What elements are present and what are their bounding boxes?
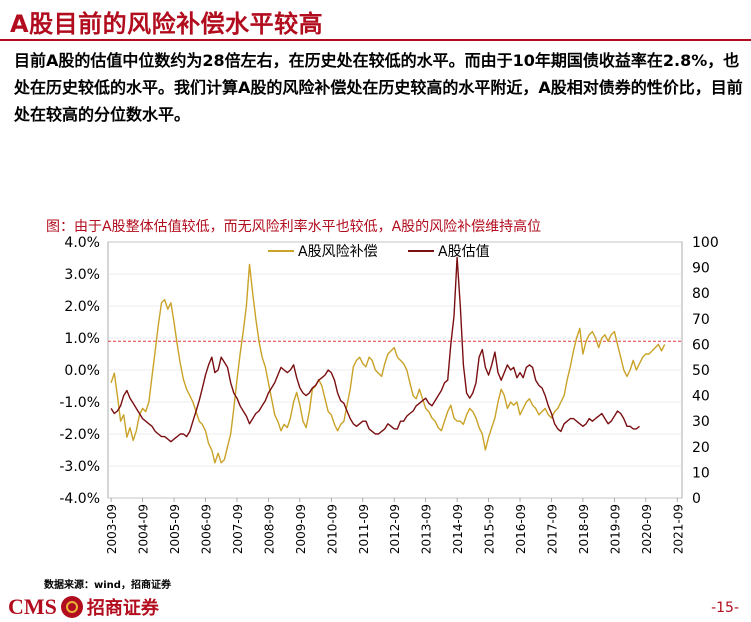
left-axis-tick-label: 3.0% — [64, 267, 100, 283]
summary-paragraph: 目前A股的估值中位数约为28倍左右，在历史处在较低的水平。而由于10年期国债收益… — [14, 51, 743, 124]
page-number: -15- — [711, 600, 739, 616]
x-axis-tick-label: 2003-09 — [105, 504, 119, 554]
logo-emblem-icon — [60, 596, 83, 618]
x-axis-tick-label: 2015-09 — [483, 504, 497, 554]
right-axis-tick-label: 0 — [692, 491, 701, 507]
right-axis-tick-label: 80 — [692, 286, 710, 302]
x-axis-labels: 2003-09 2004-09 2005-09 2006-09 2007-09 2008-… — [105, 498, 685, 554]
left-axis-tick-label: 1.0% — [64, 331, 100, 347]
right-axis-tick-label: 10 — [692, 465, 710, 481]
risk-premium-chart: 4.0% 3.0% 2.0% 1.0% 0.0% -1.0% -2.0% -3.0% -4.0%… — [59, 235, 719, 554]
x-axis-tick-label: 2014-09 — [451, 504, 465, 554]
plot-frame — [107, 241, 683, 499]
x-axis-tick-label: 2016-09 — [514, 504, 528, 554]
left-axis-tick-label: 2.0% — [64, 299, 100, 315]
company-logo: CMS 招商证券 — [8, 593, 159, 621]
x-axis-tick-label: 2007-09 — [231, 504, 245, 554]
data-source-note: 数据来源：wind，招商证券 — [44, 580, 171, 591]
legend-valuation-label: A股估值 — [438, 244, 490, 260]
x-axis-tick-label: 2004-09 — [137, 504, 151, 554]
right-axis-tick-label: 30 — [692, 414, 710, 430]
right-axis-tick-label: 60 — [692, 337, 710, 353]
left-axis-tick-label: -4.0% — [59, 491, 100, 507]
x-axis-tick-label: 2021-09 — [671, 504, 685, 554]
right-axis-tick-label: 50 — [692, 363, 710, 379]
x-axis-tick-label: 2006-09 — [200, 504, 214, 554]
valuation-line — [110, 256, 640, 443]
x-axis-tick-label: 2012-09 — [388, 504, 402, 554]
x-axis-tick-label: 2019-09 — [608, 504, 622, 554]
logo-text: CMS — [8, 594, 57, 619]
x-axis-tick-label: 2018-09 — [577, 504, 591, 554]
left-axis-labels: 4.0% 3.0% 2.0% 1.0% 0.0% -1.0% -2.0% -3.0% -4.0% — [59, 235, 100, 507]
left-axis-tick-label: 4.0% — [64, 235, 100, 251]
right-axis-tick-label: 20 — [692, 440, 710, 456]
risk-premium-line — [110, 263, 666, 464]
x-axis-tick-label: 2005-09 — [168, 504, 182, 554]
page-title: A股目前的风险补偿水平较高 — [10, 10, 324, 38]
logo-chinese-name: 招商证券 — [86, 598, 159, 619]
x-axis-tick-label: 2020-09 — [640, 504, 654, 554]
x-axis-tick-label: 2010-09 — [325, 504, 339, 554]
right-axis-tick-label: 40 — [692, 389, 710, 405]
x-axis-tick-label: 2009-09 — [294, 504, 308, 554]
left-axis-tick-label: -3.0% — [59, 459, 100, 475]
legend-risk-premium-label: A股风险补偿 — [298, 244, 378, 260]
left-axis-tick-label: 0.0% — [64, 363, 100, 379]
x-axis-tick-label: 2013-09 — [420, 504, 434, 554]
x-axis-tick-label: 2011-09 — [357, 504, 371, 554]
x-axis-tick-label: 2008-09 — [262, 504, 276, 554]
right-axis-tick-label: 100 — [692, 235, 719, 251]
left-axis-tick-label: -1.0% — [59, 395, 100, 411]
right-axis-tick-label: 90 — [692, 261, 710, 277]
chart-legend: A股风险补偿 A股估值 — [268, 244, 490, 260]
right-axis-tick-label: 70 — [692, 312, 710, 328]
series-lines — [110, 256, 666, 464]
x-axis-tick-label: 2017-09 — [545, 504, 559, 554]
left-axis-tick-label: -2.0% — [59, 427, 100, 443]
chart-title: 图：由于A股整体估值较低，而无风险利率水平也较低，A股的风险补偿维持高位 — [46, 219, 542, 235]
title-divider — [0, 39, 751, 41]
